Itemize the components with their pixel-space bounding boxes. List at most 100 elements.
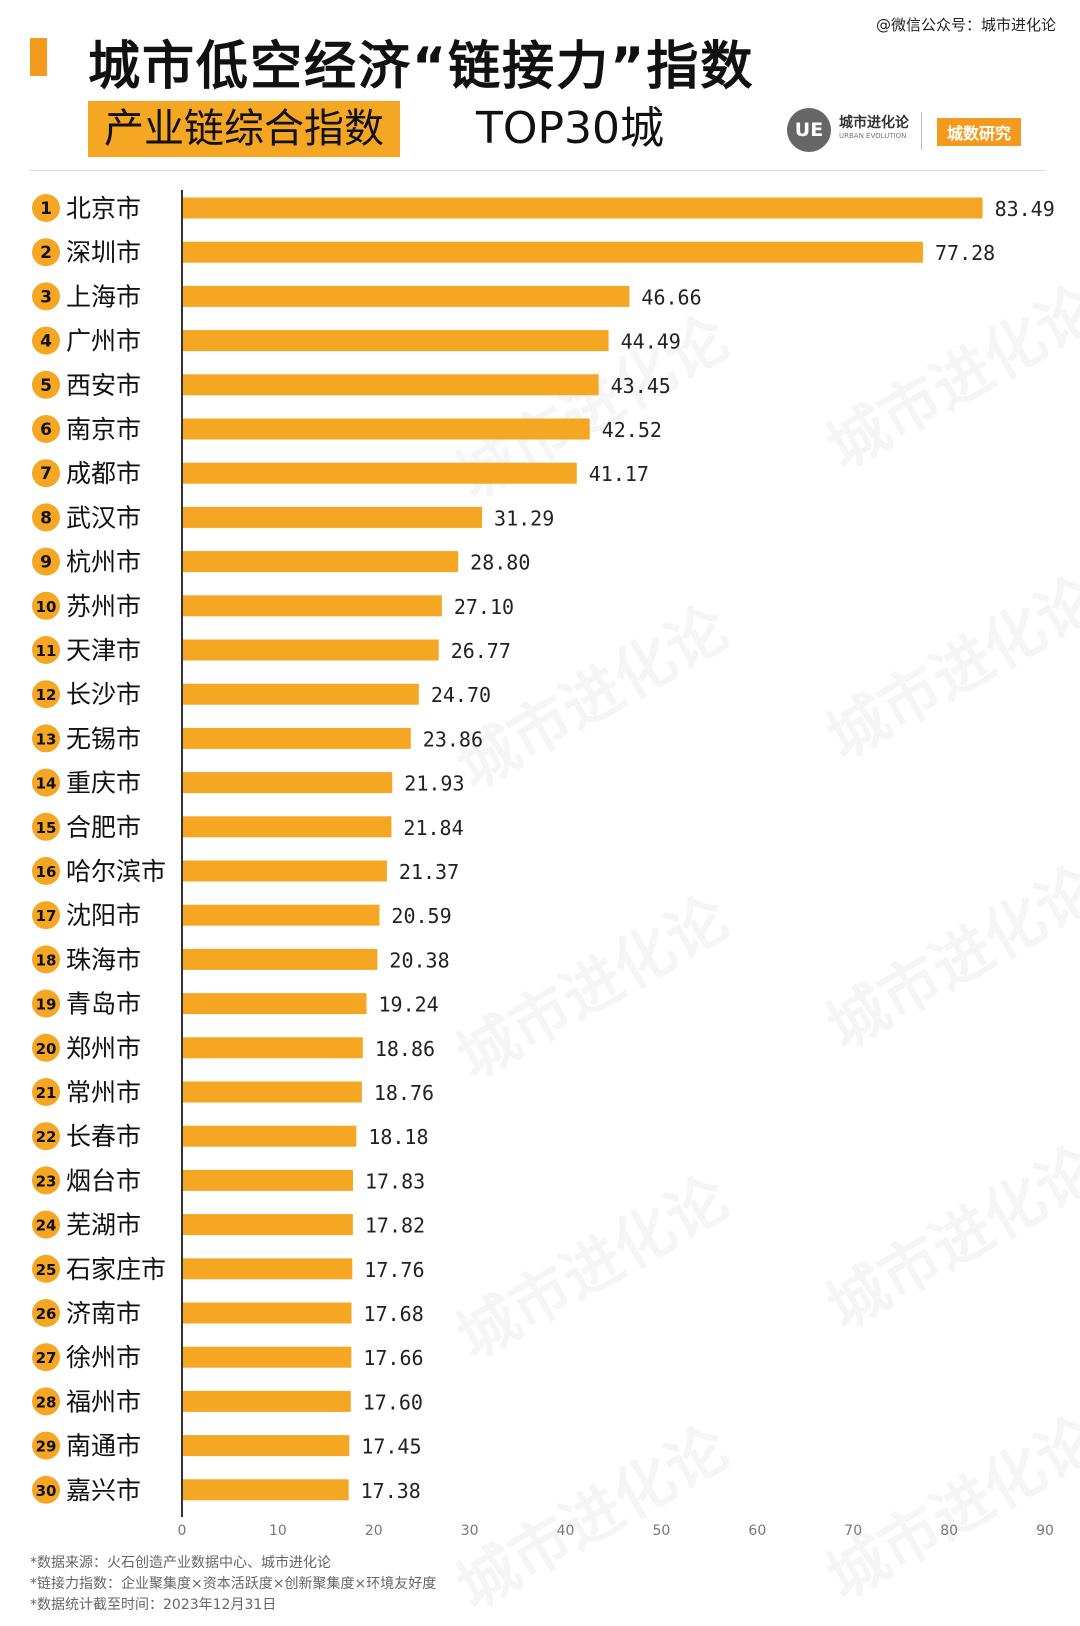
bar [183,462,577,484]
bar [183,1037,363,1059]
rank-badge [32,857,60,885]
rank-badge [32,1210,60,1239]
rank-badge [32,194,60,222]
brand-logo: UE 城市进化论 URBAN EVOLUTION 城数研究 [787,104,1047,156]
bar [183,1125,357,1147]
rank-label: 18 [36,951,57,969]
rank-label: 20 [36,1040,57,1058]
category-label: 青岛市 [66,990,141,1019]
category-label: 广州市 [66,327,141,356]
subtitle-highlight: 产业链综合指数 [88,101,400,157]
page-title: 城市低空经济“链接力”指数 [88,37,755,97]
rank-badge [32,1343,60,1372]
ue-logo-icon: UE [787,108,831,152]
x-tick-label: 30 [461,1523,479,1539]
rank-badge [32,1078,60,1106]
rank-label: 10 [36,598,57,616]
header-divider [30,170,1045,171]
data-label: 17.68 [364,1302,424,1326]
data-label: 20.59 [391,904,451,928]
data-label: 17.83 [365,1169,425,1193]
rank-label: 25 [36,1261,57,1279]
data-label: 21.93 [404,772,464,796]
bar [183,330,609,352]
bar [183,1346,352,1368]
data-label: 26.77 [451,639,511,663]
x-tick-label: 0 [178,1523,187,1539]
category-label: 上海市 [66,282,141,311]
category-label: 成都市 [66,459,141,488]
x-tick-label: 80 [940,1523,958,1539]
rank-label: 29 [36,1438,57,1456]
rank-label: 21 [36,1084,57,1102]
data-label: 20.38 [389,948,449,972]
rank-badge [32,1033,60,1062]
rank-badge [32,591,60,620]
logo-en-name: URBAN EVOLUTION [839,132,907,140]
rank-badge [32,1299,60,1327]
bar [183,197,983,219]
category-label: 杭州市 [66,548,141,577]
data-label: 46.66 [641,285,701,309]
category-label: 哈尔滨市 [66,857,166,886]
x-tick-label: 10 [269,1523,287,1539]
data-label: 17.45 [361,1435,421,1459]
category-label: 合肥市 [66,813,141,842]
title-accent-bar [30,38,47,76]
category-label: 石家庄市 [66,1255,166,1284]
rank-label: 15 [36,819,57,837]
subtitle-tail: TOP30城 [476,103,665,154]
bar [183,683,419,705]
data-label: 17.82 [365,1214,425,1238]
rank-badge [32,326,60,355]
category-label: 无锡市 [66,724,141,753]
bar [183,772,393,794]
category-label: 武汉市 [66,503,141,532]
rank-label: 24 [36,1217,57,1235]
x-tick-label: 20 [365,1523,383,1539]
bar [183,1214,353,1236]
data-label: 18.18 [368,1125,428,1149]
rank-label: 9 [40,553,52,573]
footnote-source: *数据来源：火石创造产业数据中心、城市进化论 [30,1555,331,1571]
logo-divider [921,112,922,150]
rank-label: 11 [36,642,57,660]
data-label: 83.49 [995,197,1055,221]
bar [183,1081,362,1103]
bar [183,1390,351,1412]
footnotes: *数据来源：火石创造产业数据中心、城市进化论 *链接力指数：企业聚集度×资本活跃… [30,1553,436,1616]
category-label: 济南市 [66,1299,141,1328]
category-label: 烟台市 [66,1166,141,1195]
rank-label: 22 [36,1128,57,1146]
source-watermark: @微信公众号：城市进化论 [875,16,1056,34]
logo-tag: 城数研究 [937,118,1022,146]
category-label: 郑州市 [66,1034,141,1063]
category-label: 北京市 [66,194,141,223]
data-label: 77.28 [935,241,995,265]
x-tick-label: 50 [653,1523,671,1539]
rank-label: 13 [36,730,57,748]
footnote-date: *数据统计截至时间：2023年12月31日 [30,1597,277,1613]
data-label: 42.52 [602,418,662,442]
rank-badge [32,724,60,753]
rank-label: 26 [36,1305,57,1323]
category-label: 珠海市 [66,945,141,974]
bar [183,1302,352,1324]
category-label: 西安市 [66,371,141,400]
rank-badge [32,1475,60,1504]
rank-label: 16 [36,863,57,881]
data-label: 23.86 [423,727,483,751]
data-label: 17.66 [363,1346,423,1370]
bar [183,285,630,307]
rank-badge [32,945,60,974]
category-label: 南京市 [66,415,141,444]
rank-badge [32,989,60,1018]
rank-label: 12 [36,686,57,704]
bar [183,506,483,528]
rank-badge [32,282,60,311]
bar [183,1169,353,1191]
rank-label: 5 [40,376,52,396]
bar [183,860,387,882]
category-label: 福州市 [66,1387,141,1416]
